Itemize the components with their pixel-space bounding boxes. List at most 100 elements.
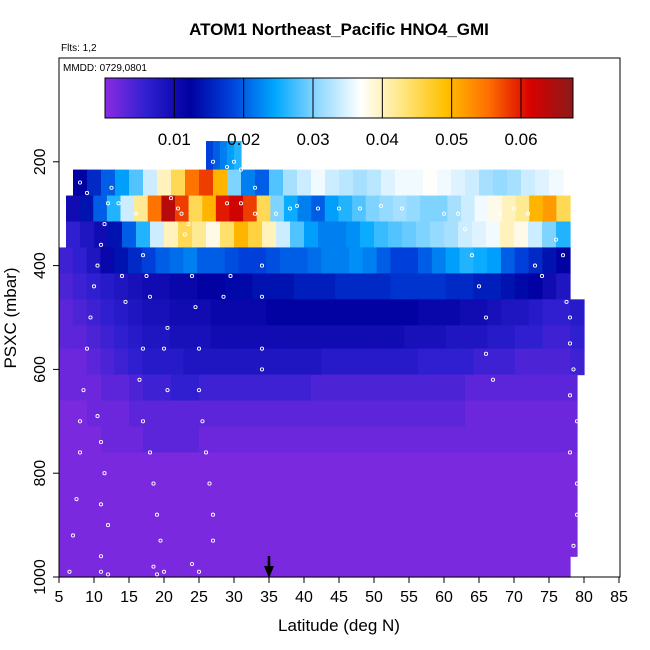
y-tick-label: 600 — [32, 356, 49, 383]
heatmap-cell — [227, 426, 242, 454]
flight-point — [133, 211, 139, 216]
heatmap-cell — [59, 400, 74, 428]
flight-point — [228, 273, 233, 279]
heatmap-cell — [445, 325, 461, 350]
heatmap-cell — [255, 452, 270, 557]
flight-point — [469, 253, 475, 258]
heatmap-cell — [136, 221, 151, 249]
heatmap-cell — [178, 221, 193, 249]
heatmap-cell — [479, 169, 494, 197]
flight-point — [357, 206, 363, 211]
flight-point — [137, 377, 142, 382]
heatmap-cell — [87, 452, 102, 557]
heatmap-cell — [367, 169, 382, 197]
heatmap-cell — [493, 426, 508, 454]
colorbar-tick-label: 0.05 — [435, 130, 468, 149]
heatmap-cell — [183, 348, 198, 376]
heatmap-cell — [423, 452, 438, 557]
heatmap-cell — [171, 426, 186, 454]
heatmap-cell — [542, 273, 557, 300]
heatmap-cell — [549, 400, 564, 428]
flight-point — [483, 315, 489, 320]
heatmap-cell — [362, 273, 378, 300]
flight-point — [95, 414, 100, 419]
heatmap-cell — [418, 247, 433, 274]
heatmap-cell — [521, 374, 536, 402]
heatmap-cell — [339, 169, 354, 197]
flight-point — [102, 222, 107, 227]
flight-point — [74, 497, 79, 502]
heatmap-cell — [402, 221, 417, 249]
flight-point — [259, 367, 265, 372]
heatmap-cell — [269, 169, 284, 197]
heatmap-cell — [86, 299, 102, 326]
heatmap-cell — [143, 400, 158, 428]
heatmap-cell — [352, 195, 367, 223]
heatmap-cell — [59, 273, 74, 300]
heatmap-cell — [86, 247, 102, 274]
heatmap-cell — [376, 299, 392, 326]
heatmap-cell — [101, 426, 116, 454]
heatmap-cell — [72, 325, 88, 350]
heatmap-cell — [269, 452, 284, 557]
heatmap-cell — [171, 400, 186, 428]
heatmap-cell — [73, 374, 88, 402]
heatmap-cell — [100, 348, 115, 376]
heatmap-cell — [255, 400, 270, 428]
heatmap-cell — [501, 325, 516, 350]
heatmap-cell — [255, 169, 270, 197]
heatmap-cell — [304, 221, 319, 249]
flight-point — [210, 159, 216, 164]
colorbar-tick-label: 0.01 — [158, 130, 191, 149]
heatmap-cell — [197, 273, 212, 300]
heatmap-cell — [437, 426, 452, 454]
heatmap-cell — [332, 221, 347, 249]
heatmap-cell — [199, 426, 214, 454]
heatmap-cell — [514, 348, 530, 376]
heatmap-cell — [169, 348, 184, 376]
heatmap-cell — [418, 325, 433, 350]
chart-title: ATOM1 Northeast_Pacific HNO4_GMI — [189, 20, 489, 39]
heatmap-cell — [94, 221, 109, 249]
heatmap-cell — [59, 452, 74, 557]
heatmap-cell — [171, 374, 186, 402]
flight-point — [259, 263, 265, 268]
heatmap-cell — [169, 273, 184, 300]
heatmap-cell — [461, 195, 476, 223]
heatmap-cell — [556, 273, 571, 300]
y-tick-label: 1000 — [32, 559, 49, 595]
flight-point — [84, 190, 90, 195]
heatmap-cell — [87, 426, 102, 454]
heatmap-cell — [185, 400, 200, 428]
heatmap-cell — [409, 169, 424, 197]
heatmap-cell — [493, 169, 508, 197]
heatmap-cell — [185, 426, 200, 454]
heatmap-cell — [321, 348, 336, 376]
heatmap-cell — [376, 325, 392, 350]
heatmap-cell — [101, 556, 117, 578]
heatmap-cell — [252, 273, 267, 300]
heatmap-cell — [447, 195, 462, 223]
flight-point — [186, 222, 191, 227]
x-tick-label: 5 — [55, 589, 64, 606]
heatmap-cell — [185, 169, 200, 197]
heatmap-cell — [297, 195, 312, 223]
heatmap-cell — [266, 273, 281, 300]
heatmap-cell — [563, 374, 578, 402]
heatmap-cell — [487, 348, 502, 376]
heatmap-cell — [238, 325, 254, 350]
flight-point — [200, 419, 205, 424]
heatmap-cell — [241, 374, 256, 402]
heatmap-cell — [335, 348, 350, 376]
heatmap-cell — [563, 426, 578, 454]
heatmap-cell — [395, 169, 410, 197]
heatmap-cell — [72, 273, 88, 300]
heatmap-cell — [141, 325, 157, 350]
flight-point — [490, 377, 496, 382]
heatmap-cell — [227, 374, 242, 402]
heatmap-cell — [129, 556, 145, 578]
heatmap-cell — [269, 400, 284, 428]
heatmap-cell — [115, 426, 130, 454]
flight-point — [95, 263, 100, 268]
heatmap-cell — [314, 556, 330, 578]
